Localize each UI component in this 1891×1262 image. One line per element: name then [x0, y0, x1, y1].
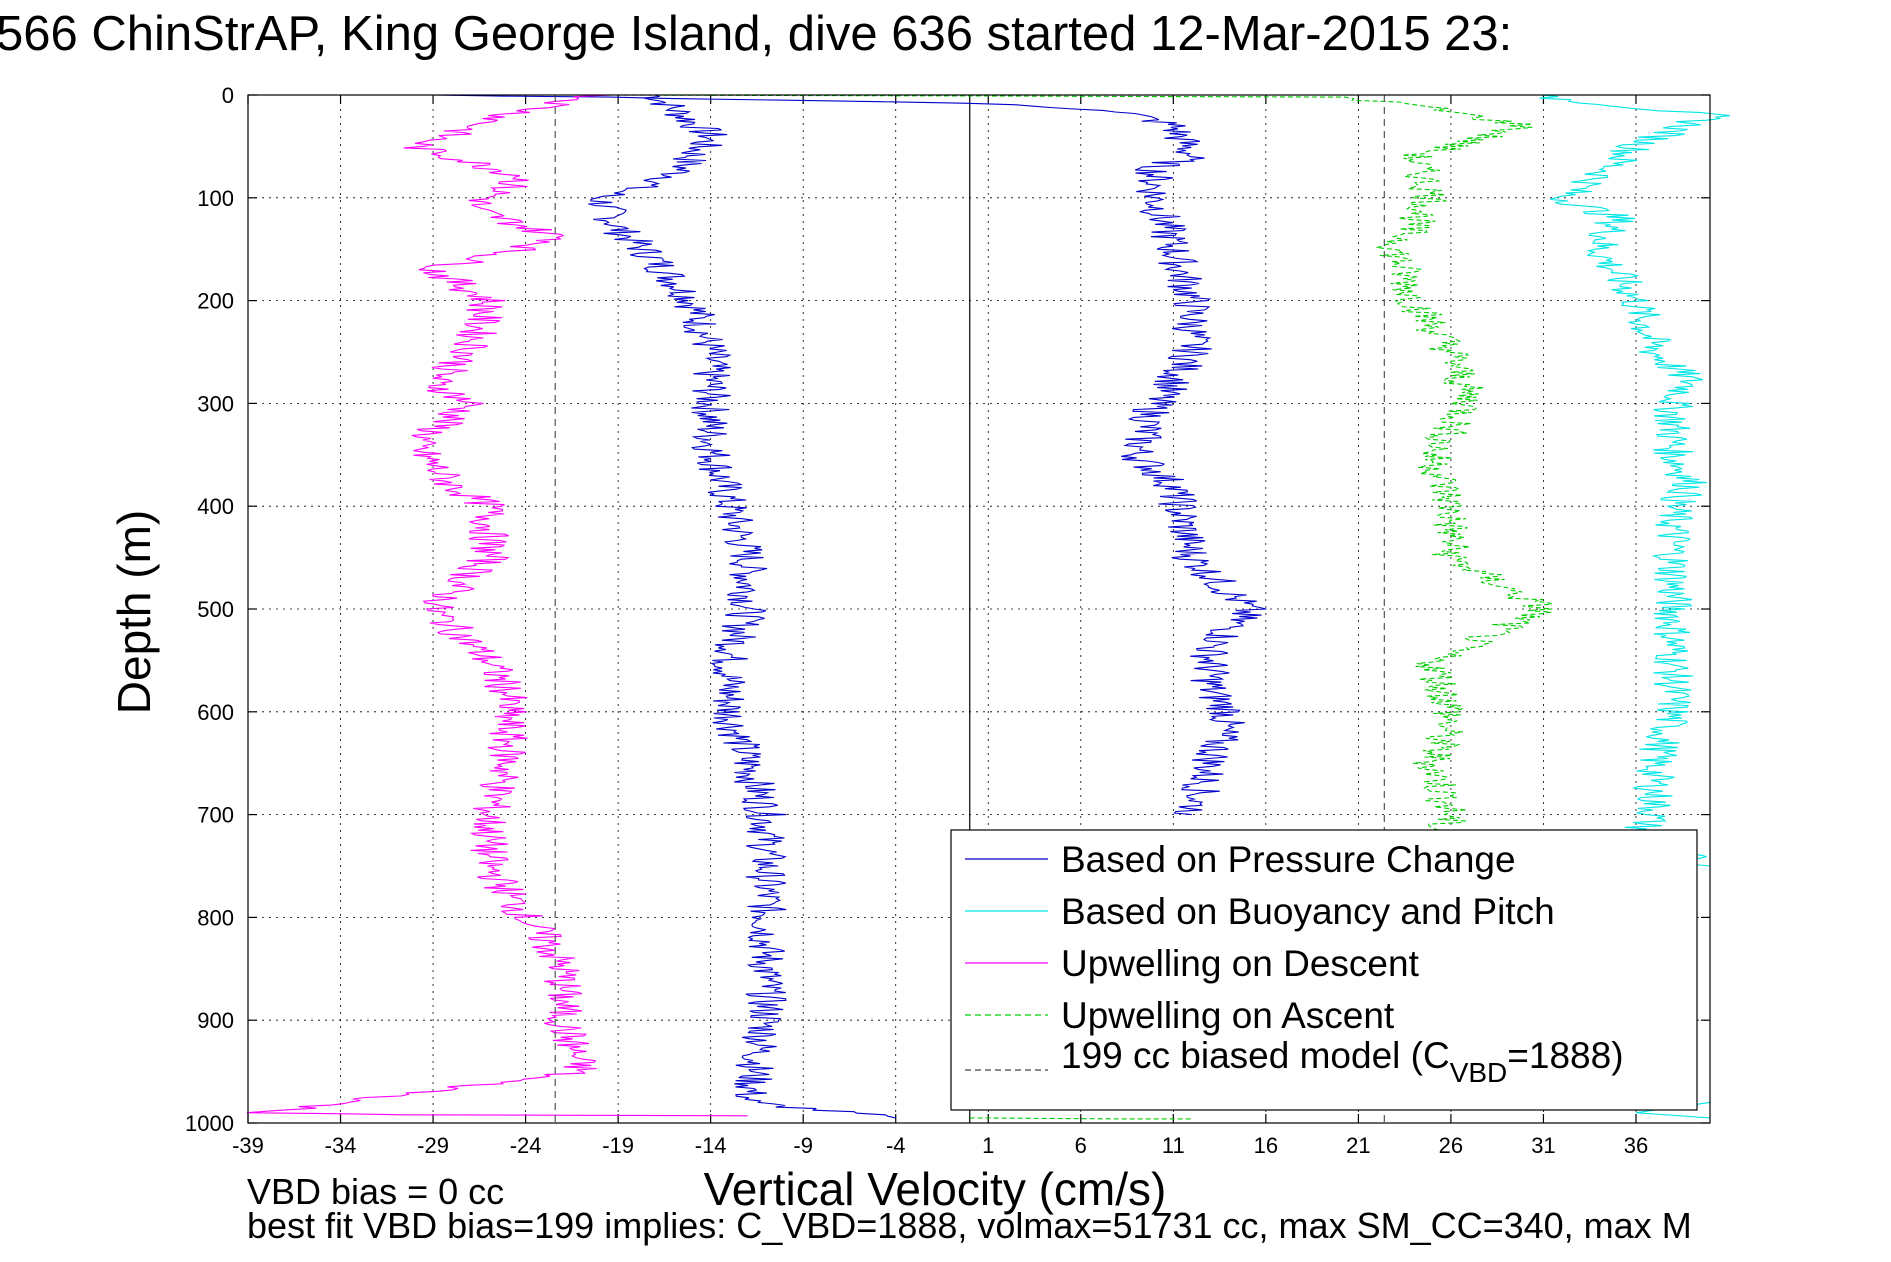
- y-tick-label: 300: [197, 391, 234, 416]
- y-tick-label: 0: [222, 83, 234, 108]
- legend-model-suffix: =1888): [1507, 1035, 1623, 1076]
- y-tick-label: 200: [197, 289, 234, 314]
- x-tick-labels: -39 -34 -29 -24 -19 -14 -9 -4 1 6 11 16 21 26 31 36: [232, 1133, 1648, 1158]
- x-tick-label: -19: [602, 1133, 634, 1158]
- plot-area-frame: [247, 94, 1711, 1124]
- legend: Based on Pressure Change Based on Buoyan…: [950, 829, 1698, 1111]
- legend-model-prefix: 199 cc biased model (C: [1061, 1035, 1450, 1076]
- y-axis-label: Depth (m): [108, 510, 160, 714]
- series-line-upwelling-ascent-1: [969, 1117, 1192, 1120]
- x-tick-label: 21: [1346, 1133, 1370, 1158]
- x-tick-label: -34: [325, 1133, 357, 1158]
- legend-label-upwelling-ascent: Upwelling on Ascent: [1061, 995, 1395, 1036]
- y-tick-label: 500: [197, 597, 234, 622]
- series-line-pressure-1: [431, 94, 1267, 816]
- x-tick-label: -29: [417, 1133, 449, 1158]
- x-tick-label: -39: [232, 1133, 264, 1158]
- legend-box: [950, 829, 1698, 1111]
- y-tick-label: 400: [197, 494, 234, 519]
- x-tick-label: -9: [793, 1133, 813, 1158]
- x-tick-label: 36: [1624, 1133, 1648, 1158]
- legend-label-pressure: Based on Pressure Change: [1061, 839, 1516, 880]
- y-tick-label: 700: [197, 803, 234, 828]
- x-tick-label: -24: [510, 1133, 542, 1158]
- x-tick-label: -4: [886, 1133, 906, 1158]
- y-tick-labels: 0 100 200 300 400 500 600 700 800 900 1000: [185, 83, 234, 1136]
- x-tick-label: 1: [982, 1133, 994, 1158]
- legend-label-biased-model: 199 cc biased model (CVBD=1888): [1061, 1035, 1624, 1088]
- legend-model-subscript: VBD: [1450, 1057, 1508, 1088]
- x-tick-label: 11: [1162, 1133, 1185, 1158]
- series-line-pressure-0: [588, 94, 896, 1119]
- x-tick-label: 16: [1254, 1133, 1278, 1158]
- legend-label-buoyancy: Based on Buoyancy and Pitch: [1061, 891, 1555, 932]
- x-tick-label: -14: [695, 1133, 727, 1158]
- series-line-buoyancy-0: [1539, 94, 1730, 867]
- chart-title: 566 ChinStrAP, King George Island, dive …: [0, 7, 1512, 61]
- series-line-upwelling-descent-0: [246, 94, 748, 1117]
- y-tick-label: 1000: [185, 1111, 234, 1136]
- x-axis-label: Vertical Velocity (cm/s): [704, 1163, 1167, 1215]
- x-tick-label: 26: [1439, 1133, 1463, 1158]
- x-tick-label: 6: [1075, 1133, 1087, 1158]
- y-tick-label: 600: [197, 700, 234, 725]
- series-line-upwelling-ascent-0: [615, 94, 1553, 877]
- y-tick-label: 800: [197, 905, 234, 930]
- annotation-best-fit: best fit VBD bias=199 implies: C_VBD=188…: [247, 1205, 1692, 1246]
- y-tick-label: 900: [197, 1008, 234, 1033]
- y-tick-label: 100: [197, 186, 234, 211]
- legend-label-upwelling-descent: Upwelling on Descent: [1061, 943, 1420, 984]
- annotation-vbd-bias: VBD bias = 0 cc: [247, 1171, 504, 1212]
- x-tick-label: 31: [1531, 1133, 1555, 1158]
